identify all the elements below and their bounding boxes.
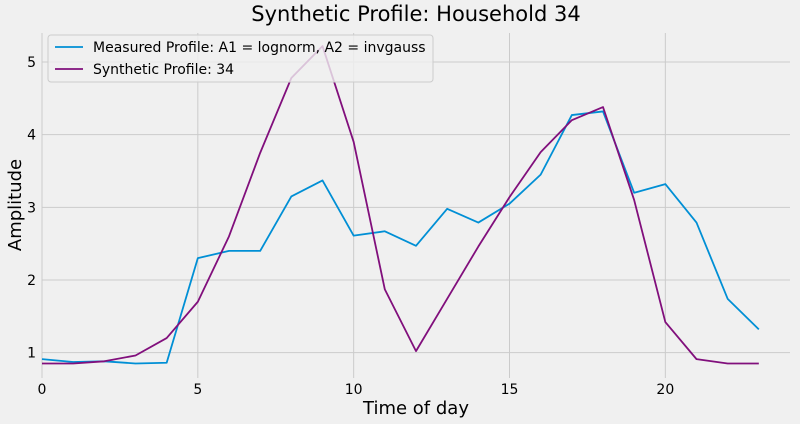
y-axis-label: Amplitude — [5, 159, 26, 251]
x-axis-label: Time of day — [362, 398, 469, 419]
grid — [41, 33, 790, 378]
y-tick-label: 3 — [27, 200, 36, 216]
x-tick-label: 0 — [38, 382, 47, 398]
legend-box — [47, 34, 434, 83]
x-tick-label: 15 — [501, 382, 519, 398]
legend-label-measured: Measured Profile: A1 = lognorm, A2 = inv… — [93, 40, 426, 56]
y-tick-label: 4 — [27, 128, 36, 144]
series-lines — [41, 45, 760, 365]
x-tick-label: 20 — [656, 382, 674, 398]
plot-area — [42, 33, 790, 378]
y-tick-label: 2 — [27, 273, 36, 289]
x-tick-label: 5 — [193, 382, 202, 398]
y-tick-label: 5 — [27, 55, 36, 71]
series-line-synthetic — [42, 45, 759, 365]
series-line-measured — [41, 110, 760, 365]
legend-label-synthetic: Synthetic Profile: 34 — [93, 62, 234, 78]
tick-labels: 0 5 10 15 20 1 2 3 4 5 — [27, 55, 674, 398]
chart-title: Synthetic Profile: Household 34 — [251, 2, 580, 26]
legend: Measured Profile: A1 = lognorm, A2 = inv… — [47, 34, 434, 83]
y-tick-label: 1 — [27, 346, 36, 362]
x-tick-label: 10 — [345, 382, 363, 398]
